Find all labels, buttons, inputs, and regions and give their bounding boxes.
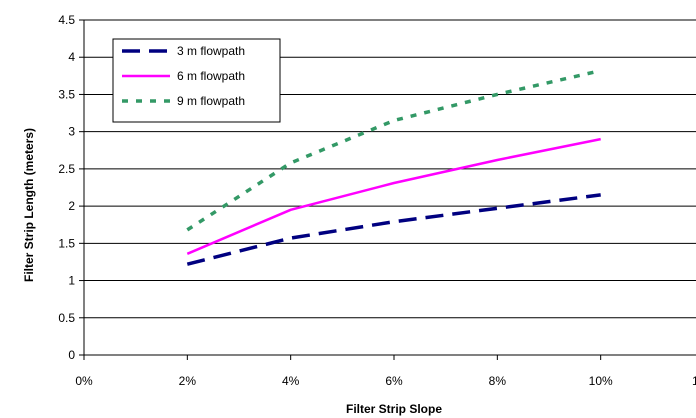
y-tick-label: 0: [68, 348, 75, 362]
legend-label-3: 9 m flowpath: [177, 94, 245, 108]
y-tick-label: 3.5: [58, 87, 75, 101]
y-tick-label: 0.5: [58, 311, 75, 325]
legend-label-1: 3 m flowpath: [177, 44, 245, 58]
x-tick-label: 4%: [282, 374, 300, 388]
x-tick-label: 6%: [385, 374, 403, 388]
y-tick-labels: 0 0.5 1 1.5 2 2.5 3 3.5 4 4.5: [58, 13, 75, 362]
x-tick-label: 12%: [692, 374, 696, 388]
y-tick-label: 2.5: [58, 162, 75, 176]
legend-box: [112, 38, 281, 123]
legend: 3 m flowpath 6 m flowpath 9 m flowpath: [112, 38, 281, 123]
x-tick-labels: 0% 2% 4% 6% 8% 10% 12%: [75, 374, 696, 388]
series-line-1: [186, 193, 601, 266]
x-tick-label: 8%: [489, 374, 507, 388]
x-tick-label: 2%: [179, 374, 197, 388]
legend-label-2: 6 m flowpath: [177, 69, 245, 83]
x-tick-label: 0%: [75, 374, 93, 388]
x-tick-label: 10%: [589, 374, 613, 388]
y-tick-label: 4: [68, 50, 75, 64]
y-tick-label: 1.5: [58, 236, 75, 250]
y-tick-label: 4.5: [58, 13, 75, 27]
y-tick-label: 2: [68, 199, 75, 213]
y-tick-label: 1: [68, 274, 75, 288]
y-axis-title: Filter Strip Length (meters): [22, 128, 36, 282]
series-lines: [186, 68, 602, 266]
y-tick-label: 3: [68, 125, 75, 139]
series-line-2: [186, 137, 601, 255]
x-axis-title: Filter Strip Slope: [346, 402, 442, 416]
axes: [79, 19, 696, 360]
